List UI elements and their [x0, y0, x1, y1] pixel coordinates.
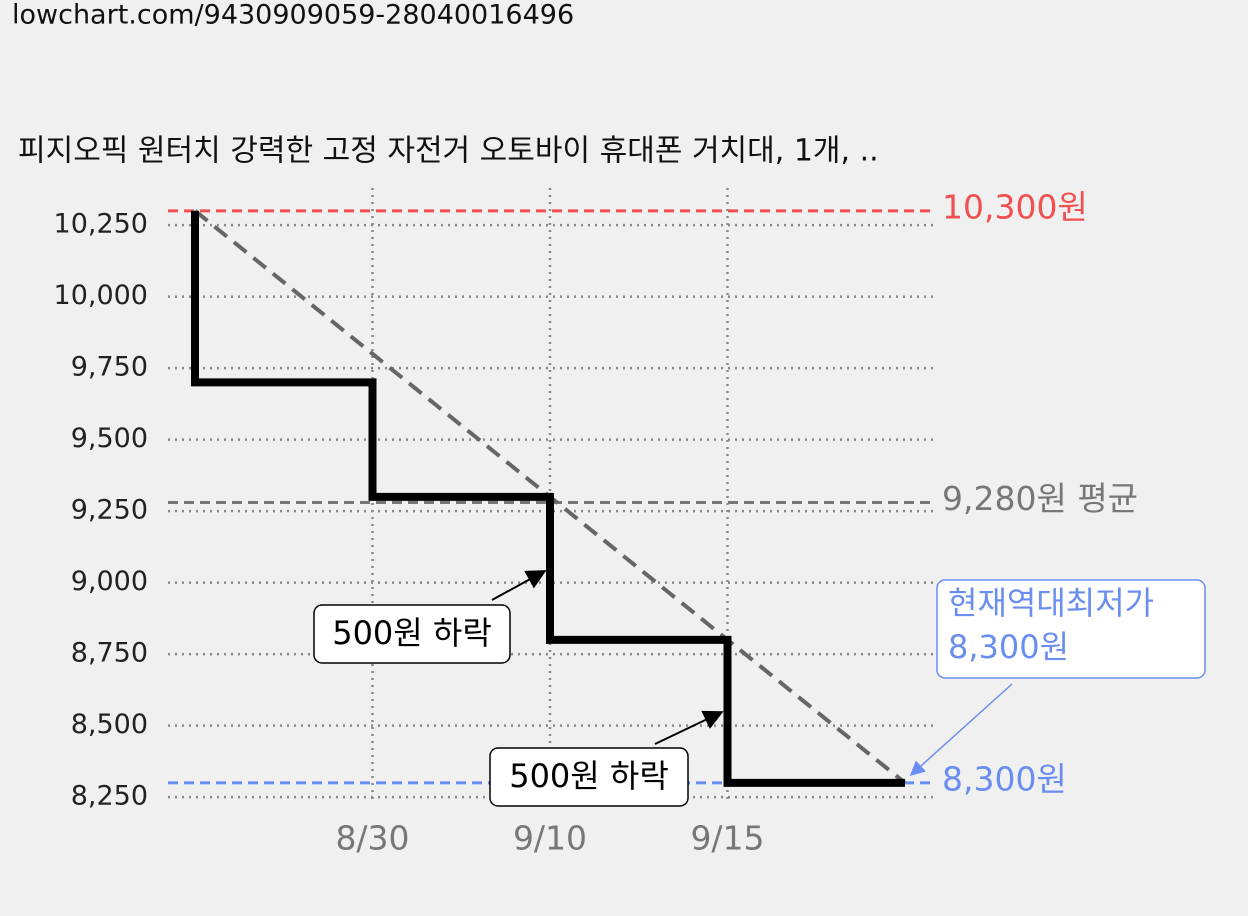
y-tick-label: 8,250 [71, 781, 148, 812]
annotation-arrow [491, 570, 547, 601]
annotation-text: 500원 하락 [332, 614, 492, 652]
reference-label: 10,300원 [942, 187, 1088, 226]
x-tick-label: 9/10 [513, 819, 587, 858]
y-tick-label: 9,250 [71, 495, 148, 526]
y-tick-label: 8,750 [71, 638, 148, 669]
annotation-box [313, 604, 511, 664]
y-tick-label: 10,250 [54, 209, 148, 240]
annotation-text: 현재역대최저가 [948, 584, 1154, 622]
y-tick-label: 8,500 [71, 709, 148, 740]
chart-title: 피지오픽 원터치 강력한 고정 자전거 오토바이 휴대폰 거치대, 1개, .. [18, 134, 879, 169]
annotation-box [489, 747, 689, 807]
annotation-box [936, 579, 1206, 679]
y-tick-label: 10,000 [54, 280, 148, 311]
y-tick-label: 9,750 [71, 352, 148, 383]
x-tick-label: 9/15 [690, 819, 764, 858]
annotation-arrow [654, 710, 724, 745]
annotation-arrow [909, 683, 1013, 777]
y-tick-label: 9,000 [71, 566, 148, 597]
reference-label: 9,280원 평균 [942, 479, 1138, 518]
annotation-text: 500원 하락 [509, 757, 669, 795]
x-tick-label: 8/30 [335, 819, 409, 858]
reference-label: 8,300원 [942, 759, 1067, 798]
y-tick-label: 9,500 [71, 423, 148, 454]
url-header: lowchart.com/9430909059-28040016496 [12, 0, 574, 31]
annotation-text: 8,300원 [948, 628, 1069, 666]
price-line [191, 210, 905, 787]
